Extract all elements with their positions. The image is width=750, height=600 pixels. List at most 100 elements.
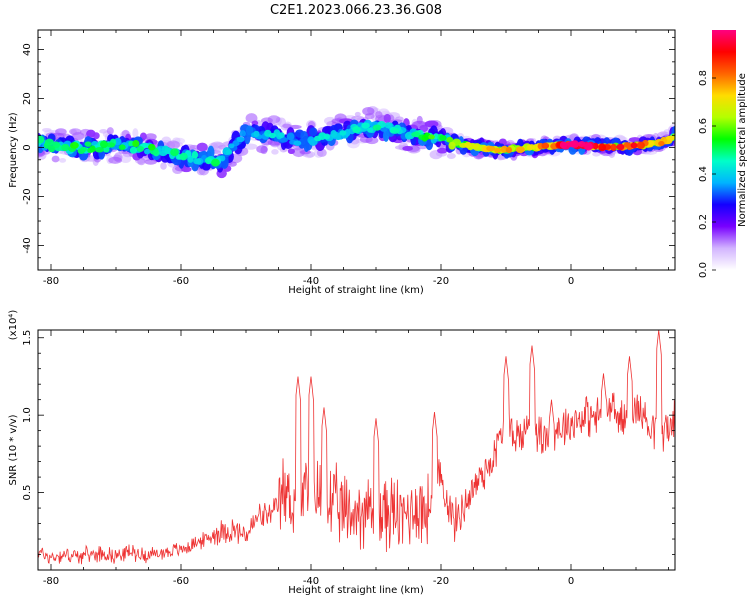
heatmap-cell	[446, 152, 456, 160]
colorbar-bar	[712, 30, 736, 270]
heatmap-cell	[352, 126, 361, 134]
heatmap-cell	[144, 148, 151, 155]
heatmap-cell	[170, 148, 179, 157]
heatmap-cell	[207, 145, 215, 160]
snr-panel: -80 -60 -40 -20 0 0.5 1.0 1.5 Height of straig…	[8, 310, 676, 596]
colorbar-label: Normalized spectral amplitude	[737, 73, 748, 227]
snr-y-axis: 0.5 1.0 1.5	[22, 330, 675, 555]
heatmap-cell	[106, 127, 114, 135]
heatmap-cell	[245, 125, 254, 136]
x-tick-label: -20	[433, 276, 449, 287]
snr-frame	[37, 329, 676, 571]
heatmap-cell	[243, 143, 258, 150]
heatmap-cell	[164, 146, 171, 155]
colorbar-tick-label: 0.4	[698, 166, 709, 182]
heatmap-cell	[636, 141, 645, 150]
snr-series-line	[38, 330, 675, 565]
heatmap-cell	[38, 135, 45, 144]
heatmap-cell	[160, 162, 167, 170]
heatmap-cell	[361, 122, 370, 129]
figure-title: C2E1.2023.066.23.36.G08	[270, 3, 442, 18]
heatmap-cell	[367, 127, 374, 133]
heatmap-cell	[236, 136, 245, 143]
heatmap-cell	[515, 146, 525, 154]
x-tick-label: -80	[43, 276, 59, 287]
x-tick-label: -60	[173, 276, 189, 287]
heatmap-cell	[448, 141, 456, 150]
heatmap-cell	[372, 124, 382, 131]
heatmap-cell	[402, 146, 414, 151]
heatmap-cell	[279, 137, 289, 143]
heatmap-cell	[344, 128, 351, 137]
heatmap-cell	[309, 127, 318, 137]
heatmap-cell	[196, 142, 208, 152]
heatmap-cell	[268, 132, 276, 139]
heatmap-cell	[464, 141, 472, 149]
heatmap-cell	[211, 158, 220, 167]
heatmap-cell	[77, 148, 86, 154]
heatmap-cell	[289, 124, 302, 129]
heatmap-panel: -80 -60 -40 -20 0 -40 -20 0 20 40 Height of stra…	[8, 29, 676, 296]
heatmap-cell	[299, 149, 312, 155]
heatmap-cell	[486, 145, 496, 152]
heatmap-cell	[108, 156, 122, 164]
x-tick-label: 0	[568, 576, 574, 587]
colorbar-ticks: 0.0 0.2 0.4 0.6 0.8	[698, 70, 716, 278]
y-tick-label: 0.5	[22, 485, 33, 501]
heatmap-cell	[293, 140, 302, 146]
x-tick-label: -40	[303, 276, 319, 287]
heatmap-cell	[89, 145, 96, 153]
x-tick-label: -60	[173, 576, 189, 587]
heatmap-cell	[191, 150, 199, 159]
heatmap-cell	[232, 140, 240, 147]
heatmap-cell	[598, 143, 607, 152]
heatmap-cell	[166, 140, 180, 150]
heatmap-cell	[559, 141, 568, 149]
heatmap-x-axis: -80 -60 -40 -20 0	[43, 30, 669, 287]
heatmap-cell	[658, 140, 665, 147]
heatmap-cell	[239, 130, 246, 137]
y-tick-label: 0	[22, 144, 33, 150]
heatmap-cell	[359, 136, 373, 143]
colorbar-tick-label: 0.6	[698, 118, 709, 134]
colorbar: 0.0 0.2 0.4 0.6 0.8 Normalized spectral ampl…	[698, 30, 748, 278]
heatmap-cell	[383, 113, 391, 123]
heatmap-cell	[384, 122, 393, 129]
heatmap-cell	[69, 141, 79, 149]
heatmap-cell	[106, 142, 116, 148]
heatmap-cell	[148, 143, 156, 151]
heatmap-cell	[437, 147, 448, 154]
heatmap-cell	[541, 142, 550, 149]
heatmap-cell	[623, 142, 631, 148]
snr-y-multiplier: (x10⁴)	[8, 310, 19, 341]
heatmap-cell	[144, 133, 157, 141]
heatmap-cell	[292, 147, 306, 158]
snr-x-axis: -80 -60 -40 -20 0	[43, 330, 669, 587]
heatmap-cell	[118, 144, 126, 151]
heatmap-cell	[424, 120, 439, 128]
heatmap-cell	[179, 152, 188, 161]
y-tick-label: -40	[22, 237, 33, 253]
heatmap-cell	[228, 143, 235, 149]
heatmap-cell	[282, 123, 292, 129]
heatmap-cell	[286, 132, 295, 141]
snr-y-label: SNR (10 * v/v)	[8, 414, 19, 485]
x-tick-label: -20	[433, 576, 449, 587]
heatmap-cell	[428, 134, 435, 140]
heatmap-cell	[59, 158, 67, 163]
heatmap-cell	[86, 129, 96, 138]
heatmap-cell	[382, 129, 390, 142]
heatmap-x-label: Height of straight line (km)	[288, 285, 424, 296]
heatmap-cell	[100, 140, 108, 149]
y-tick-label: 20	[22, 92, 33, 105]
heatmap-cell	[505, 146, 513, 154]
heatmap-cell	[610, 143, 617, 152]
heatmap-cell	[193, 158, 202, 165]
heatmap-cell	[132, 139, 140, 148]
heatmap-cell	[494, 147, 501, 154]
heatmap-cell	[271, 148, 279, 155]
heatmap-marks	[38, 106, 675, 179]
heatmap-cell	[628, 137, 641, 143]
heatmap-cell	[318, 132, 327, 140]
heatmap-cell	[94, 147, 104, 153]
